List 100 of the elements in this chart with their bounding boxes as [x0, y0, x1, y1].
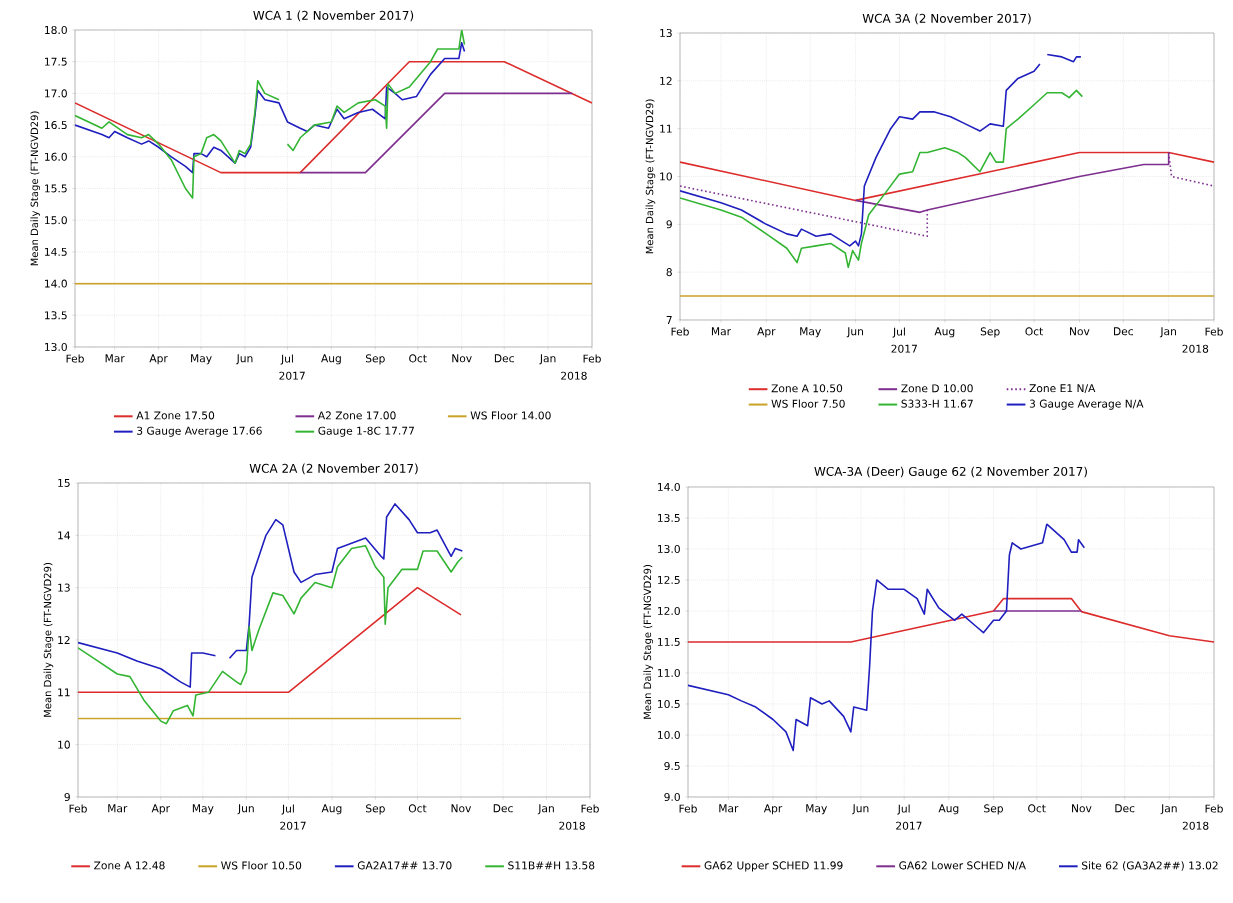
x-tick-label: Feb — [581, 804, 599, 813]
x-tick-label: Sep — [984, 804, 1003, 815]
x-tick-label: Nov — [452, 354, 472, 363]
legend-label: GA62 Lower SCHED N/A — [899, 861, 1026, 871]
legend-label: WS Floor 14.00 — [470, 411, 551, 420]
legend-label: Zone A 10.50 — [771, 384, 843, 393]
x-tick-label: Jan — [1160, 804, 1177, 815]
x-tick-label: May — [192, 804, 214, 815]
y-tick-label: 17.0 — [45, 89, 67, 98]
y-tick-label: 13 — [58, 583, 70, 592]
chart-title: WCA 2A (2 November 2017) — [249, 463, 418, 475]
y-tick-label: 10 — [660, 172, 672, 181]
legend-label: A2 Zone 17.00 — [317, 411, 396, 420]
x-tick-label: Oct — [1028, 804, 1046, 813]
x-tick-label: Sep — [980, 327, 1000, 338]
x-tick-label: Aug — [321, 354, 341, 365]
y-tick-label: 12.0 — [658, 606, 680, 616]
x-tick-label: Jun — [236, 354, 253, 365]
y-tick-label: 11 — [58, 688, 70, 697]
y-tick-label: 10 — [58, 740, 70, 749]
y-tick-label: 13 — [660, 28, 672, 38]
y-tick-label: 18.0 — [45, 25, 67, 35]
line-series — [78, 545, 464, 725]
x-tick-label: Apr — [151, 804, 170, 815]
y-tick-label: 8 — [666, 268, 672, 277]
chart-title: WCA 1 (2 November 2017) — [253, 10, 414, 22]
x-tick-label: Jul — [280, 354, 293, 365]
text: 2017 — [896, 821, 922, 830]
x-tick-label: Dec — [1114, 327, 1133, 336]
y-tick-label: 14.0 — [45, 279, 67, 288]
y-tick-label: 9.0 — [664, 792, 680, 802]
y-tick-label: 13.0 — [45, 342, 67, 352]
y-tick-label: 14 — [58, 531, 71, 540]
legend-label: S333-H 11.67 — [901, 399, 973, 408]
x-tick-label: Jun — [852, 804, 869, 815]
chart-title: WCA 3A (2 November 2017) — [862, 13, 1031, 25]
text: 2018 — [1182, 821, 1209, 830]
y-tick-label: 15.0 — [45, 216, 67, 225]
x-tick-label: Jul — [897, 804, 910, 815]
y-axis-title: Mean Daily Stage (FT-NGVD29) — [645, 99, 656, 254]
x-tick-label: Dec — [493, 804, 513, 813]
x-tick-label: Feb — [1205, 804, 1223, 813]
text: 2018 — [1182, 344, 1209, 353]
legend-label: 3 Gauge Average 17.66 — [137, 426, 262, 437]
x-tick-label: Jun — [846, 327, 863, 338]
x-tick-label: Jul — [281, 804, 294, 815]
x-tick-label: Nov — [1070, 327, 1090, 336]
x-tick-label: May — [191, 354, 212, 365]
legend-label: GA62 Upper SCHED 11.99 — [704, 861, 843, 872]
x-tick-label: Jun — [237, 804, 254, 815]
x-tick-label: Apr — [149, 354, 168, 365]
text: 2018 — [559, 821, 585, 830]
text: 2018 — [561, 371, 587, 380]
x-tick-label: Mar — [711, 327, 732, 336]
y-tick-label: 13.0 — [658, 544, 680, 554]
x-tick-label: Feb — [671, 327, 689, 336]
legend-label: GA2A17## 13.70 — [357, 861, 452, 870]
y-tick-label: 7 — [666, 316, 672, 324]
y-tick-label: 16.5 — [45, 121, 67, 130]
x-tick-label: Dec — [1115, 804, 1135, 813]
y-tick-label: 14.0 — [658, 482, 680, 492]
y-tick-label: 10.5 — [658, 699, 680, 709]
y-tick-label: 11.0 — [658, 668, 680, 678]
x-tick-label: Mar — [108, 804, 128, 813]
legend-label: A1 Zone 17.50 — [136, 411, 215, 420]
text: 2017 — [280, 821, 306, 830]
x-tick-label: Feb — [679, 804, 697, 813]
y-tick-label: 14.5 — [45, 247, 67, 256]
line-series — [688, 523, 1086, 752]
x-tick-label: Apr — [763, 804, 783, 815]
x-tick-label: Feb — [66, 354, 84, 363]
text: 2017 — [891, 344, 917, 353]
y-tick-label: 11.5 — [658, 638, 680, 646]
x-tick-label: Nov — [451, 804, 472, 813]
x-tick-label: Dec — [494, 354, 514, 363]
line-series — [680, 89, 1084, 269]
x-tick-label: Oct — [408, 804, 427, 813]
y-axis-title: Mean Daily Stage (FT-NGVD29) — [643, 565, 654, 719]
x-tick-label: Aug — [321, 804, 342, 815]
legend-label: Zone D 10.00 — [901, 384, 973, 393]
x-tick-label: Sep — [365, 354, 385, 365]
line-series — [688, 597, 1214, 643]
y-tick-label: 13.5 — [45, 311, 67, 320]
y-tick-label: 12 — [58, 636, 70, 644]
x-tick-label: May — [806, 804, 827, 815]
x-tick-label: Sep — [366, 804, 385, 815]
legend-label: WS Floor 10.50 — [221, 861, 302, 870]
y-tick-label: 9 — [64, 792, 70, 802]
x-tick-label: Jan — [537, 804, 554, 815]
y-tick-label: 10.0 — [658, 730, 680, 740]
x-tick-label: Feb — [69, 804, 87, 813]
x-tick-label: Nov — [1072, 804, 1092, 813]
legend-label: Zone A 12.48 — [94, 861, 165, 870]
y-tick-label: 9.5 — [664, 761, 680, 771]
y-tick-label: 15.5 — [45, 184, 67, 193]
legend-label: Gauge 1-8C 17.77 — [318, 426, 414, 437]
x-tick-label: Feb — [1205, 327, 1223, 336]
y-tick-label: 15 — [58, 479, 70, 487]
x-tick-label: Jan — [539, 354, 556, 365]
y-axis-title: Mean Daily Stage (FT-NGVD29) — [30, 111, 41, 266]
